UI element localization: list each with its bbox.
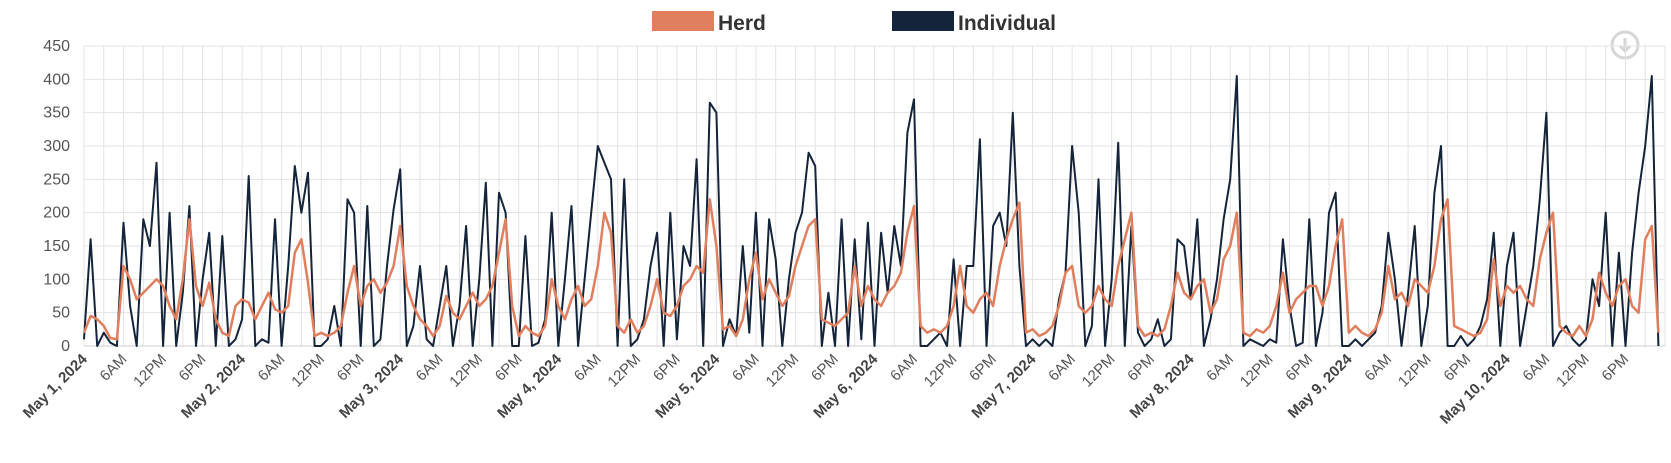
y-tick-label: 350 bbox=[43, 105, 70, 122]
legend-swatch-herd bbox=[652, 11, 714, 31]
y-tick-label: 300 bbox=[43, 138, 70, 155]
x-tick-label: 6PM bbox=[176, 351, 210, 385]
x-tick-label: 6PM bbox=[334, 351, 368, 385]
x-tick-label: 12PM bbox=[1395, 351, 1435, 391]
x-tick-label: 12PM bbox=[763, 351, 803, 391]
y-axis-ticks: 0 50 100 150 200 250 300 350 400 450 bbox=[43, 38, 70, 355]
legend[interactable]: Herd Individual bbox=[652, 11, 1056, 35]
x-tick-label: 6AM bbox=[571, 351, 605, 385]
x-tick-label: 12PM bbox=[604, 351, 644, 391]
legend-swatch-individual bbox=[892, 11, 954, 31]
legend-label-herd: Herd bbox=[718, 12, 766, 35]
x-tick-label: 12PM bbox=[288, 351, 328, 391]
legend-label-individual: Individual bbox=[958, 12, 1056, 35]
x-tick-label: May 1, 2024 bbox=[20, 350, 91, 421]
legend-item-herd[interactable]: Herd bbox=[652, 11, 766, 35]
legend-item-individual[interactable]: Individual bbox=[892, 11, 1056, 35]
y-tick-label: 400 bbox=[43, 71, 70, 88]
x-tick-label: 6AM bbox=[1203, 351, 1237, 385]
x-tick-label: 6PM bbox=[492, 351, 526, 385]
y-tick-label: 200 bbox=[43, 205, 70, 222]
series-layer bbox=[82, 75, 1660, 347]
series-line-herd[interactable] bbox=[82, 198, 1660, 341]
x-tick-label: 6PM bbox=[1282, 351, 1316, 385]
x-tick-label: 6PM bbox=[1124, 351, 1158, 385]
x-tick-label: 12PM bbox=[1237, 351, 1277, 391]
y-tick-label: 150 bbox=[43, 238, 70, 255]
x-tick-label: May 10, 2024 bbox=[1437, 350, 1514, 427]
x-tick-label: 6PM bbox=[808, 351, 842, 385]
x-tick-label: 6AM bbox=[1045, 351, 1079, 385]
y-tick-label: 100 bbox=[43, 271, 70, 288]
x-tick-label: 12PM bbox=[1079, 351, 1119, 391]
y-tick-label: 450 bbox=[43, 38, 70, 55]
x-tick-label: 12PM bbox=[446, 351, 486, 391]
x-tick-label: 6AM bbox=[97, 351, 131, 385]
series-line-individual[interactable] bbox=[83, 75, 1660, 347]
x-tick-label: 6PM bbox=[966, 351, 1000, 385]
x-tick-label: 6PM bbox=[1598, 351, 1632, 385]
y-tick-label: 250 bbox=[43, 171, 70, 188]
x-tick-label: 6AM bbox=[413, 351, 447, 385]
x-tick-label: 6PM bbox=[1440, 351, 1474, 385]
x-tick-label: 6AM bbox=[887, 351, 921, 385]
y-tick-label: 50 bbox=[52, 305, 70, 322]
x-tick-label: 6AM bbox=[1361, 351, 1395, 385]
x-tick-label: 6AM bbox=[729, 351, 763, 385]
x-tick-label: 6PM bbox=[650, 351, 684, 385]
x-tick-label: 12PM bbox=[921, 351, 961, 391]
x-tick-label: 12PM bbox=[1553, 351, 1593, 391]
x-tick-label: 12PM bbox=[130, 351, 170, 391]
x-tick-label: 6AM bbox=[1519, 351, 1553, 385]
x-tick-label: 6AM bbox=[255, 351, 289, 385]
y-tick-label: 0 bbox=[61, 338, 70, 355]
